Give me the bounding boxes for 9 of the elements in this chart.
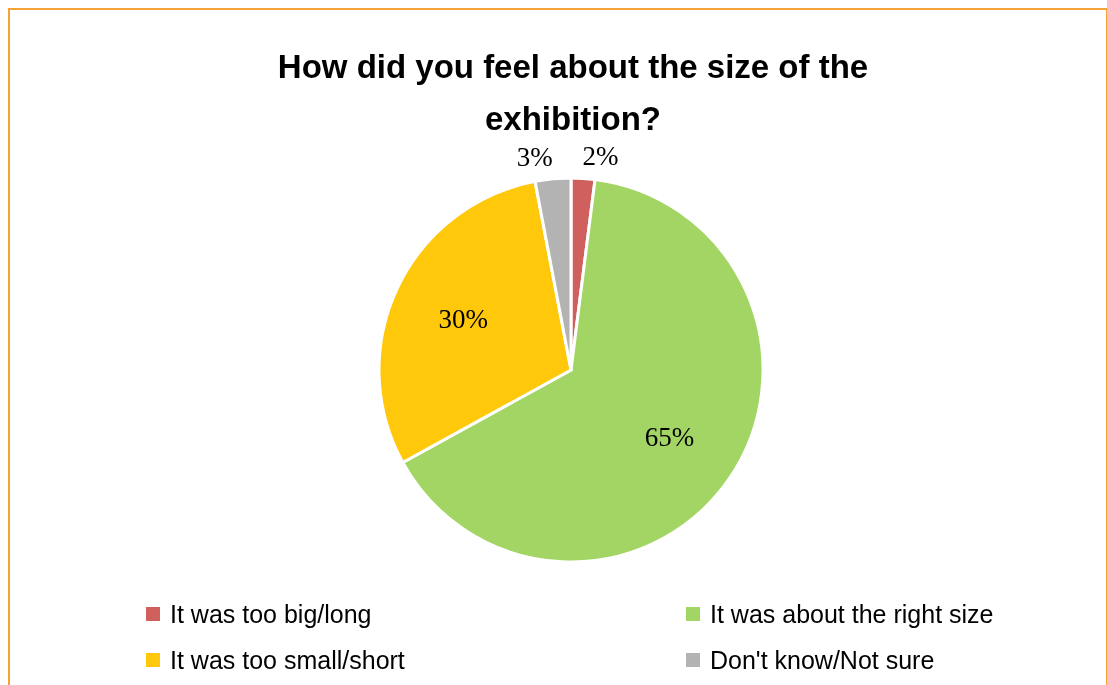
data-label: 65% bbox=[644, 421, 695, 452]
data-label: 30% bbox=[438, 304, 489, 335]
data-label: 2% bbox=[582, 141, 619, 172]
chart-title: How did you feel about the size of the exhibition? bbox=[277, 48, 869, 137]
legend-label: Don't know/Not sure bbox=[710, 646, 935, 674]
legend-label: It was too small/short bbox=[170, 646, 405, 674]
legend-label: It was too big/long bbox=[170, 600, 372, 628]
data-label: 3% bbox=[516, 141, 553, 172]
legend-label: It was about the right size bbox=[710, 600, 994, 628]
